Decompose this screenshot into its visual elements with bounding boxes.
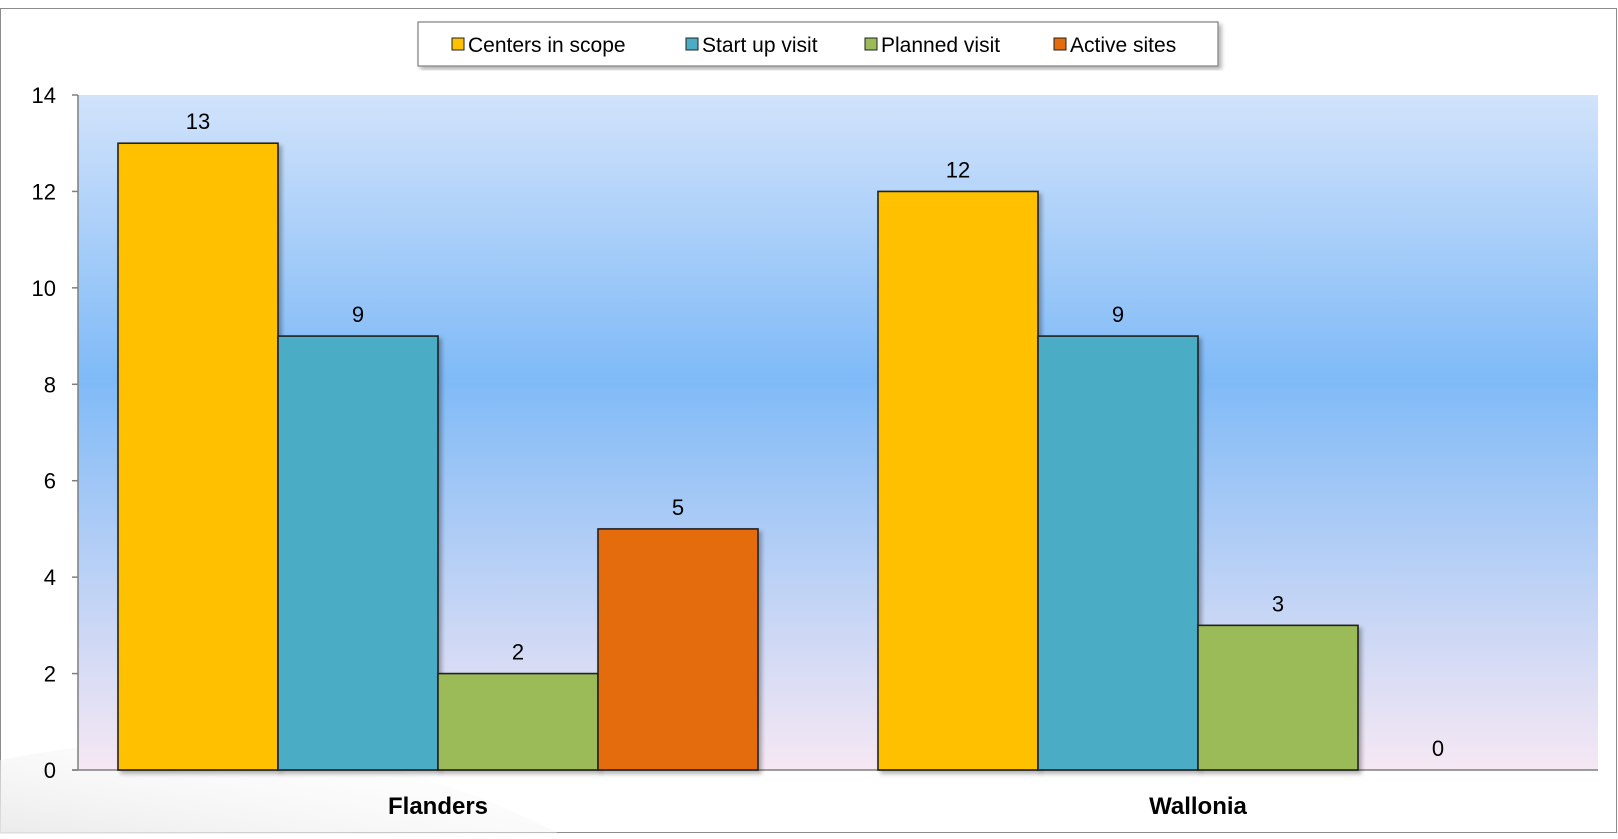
- bar: [1197, 624, 1359, 771]
- bar: [1037, 335, 1199, 771]
- bar-value-label: 2: [512, 640, 524, 665]
- y-tick-label: 4: [44, 565, 56, 590]
- y-tick-label: 14: [32, 83, 56, 108]
- bar: [437, 672, 599, 771]
- bar: [877, 190, 1039, 771]
- legend-label: Centers in scope: [468, 34, 626, 57]
- x-category-label: Flanders: [388, 793, 488, 820]
- bar: [597, 528, 759, 771]
- bar: [117, 142, 279, 771]
- bar-value-label: 13: [186, 109, 210, 134]
- bar-value-label: 5: [672, 495, 684, 520]
- y-tick-label: 10: [32, 276, 56, 301]
- y-tick-label: 6: [44, 469, 56, 494]
- bar-value-label: 0: [1432, 736, 1444, 761]
- legend-label: Start up visit: [702, 34, 818, 57]
- legend-swatch: [685, 37, 699, 51]
- legend-swatch: [451, 37, 465, 51]
- legend-swatch: [1053, 37, 1067, 51]
- y-tick-label: 0: [44, 758, 56, 783]
- bar-value-label: 9: [352, 302, 364, 327]
- x-category-label: Wallonia: [1149, 793, 1247, 820]
- y-tick-label: 12: [32, 179, 56, 204]
- legend-label: Active sites: [1070, 34, 1176, 57]
- legend-label: Planned visit: [881, 34, 1000, 57]
- bar-value-label: 12: [946, 157, 970, 182]
- y-tick-label: 8: [44, 372, 56, 397]
- legend-box: [417, 21, 1219, 67]
- legend-swatch: [864, 37, 878, 51]
- bar-value-label: 9: [1112, 302, 1124, 327]
- y-tick-label: 2: [44, 662, 56, 687]
- bar-value-label: 3: [1272, 591, 1284, 616]
- bar: [277, 335, 439, 771]
